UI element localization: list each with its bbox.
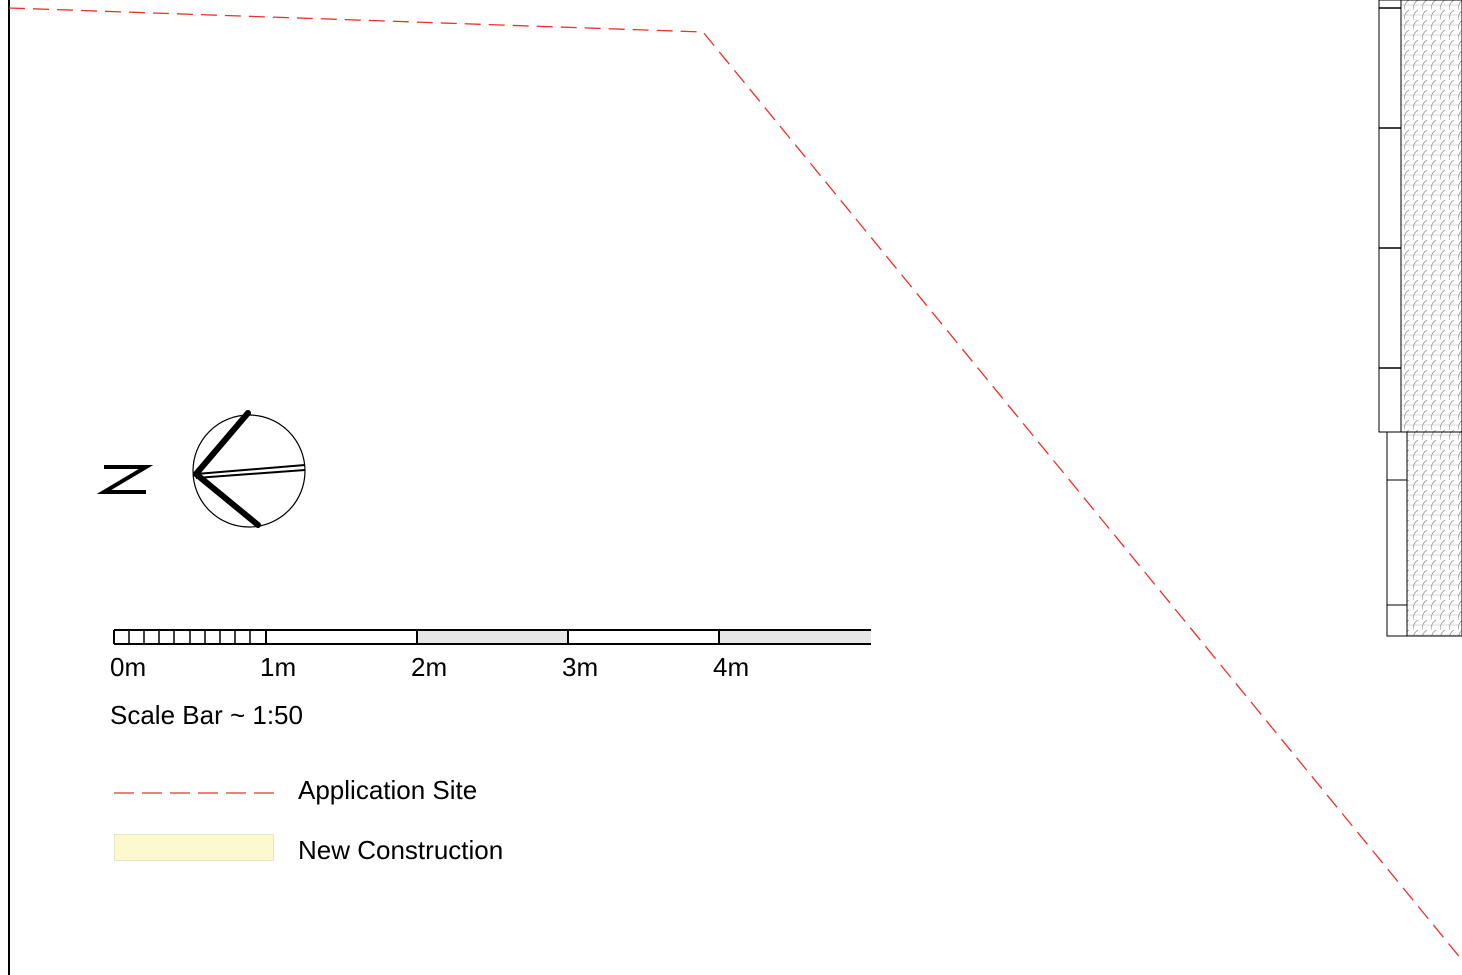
legend-application-site-label: Application Site bbox=[298, 775, 478, 805]
scale-tick-label: 4m bbox=[713, 652, 750, 682]
legend-new-construction-label: New Construction bbox=[298, 835, 504, 865]
scale-tick-label: 0m bbox=[110, 652, 147, 682]
scale-bar bbox=[113, 629, 871, 645]
scale-tick-label: 1m bbox=[260, 652, 297, 682]
scale-tick-label: 3m bbox=[562, 652, 599, 682]
scale-tick-label: 2m bbox=[411, 652, 448, 682]
existing-building bbox=[1378, 0, 1462, 637]
north-letter-glyph bbox=[96, 465, 154, 494]
legend-new-construction-swatch bbox=[114, 834, 274, 861]
north-arrow bbox=[96, 410, 306, 528]
application-site-boundary bbox=[8, 7, 1462, 961]
scale-bar-caption: Scale Bar ~ 1:50 bbox=[110, 700, 303, 730]
